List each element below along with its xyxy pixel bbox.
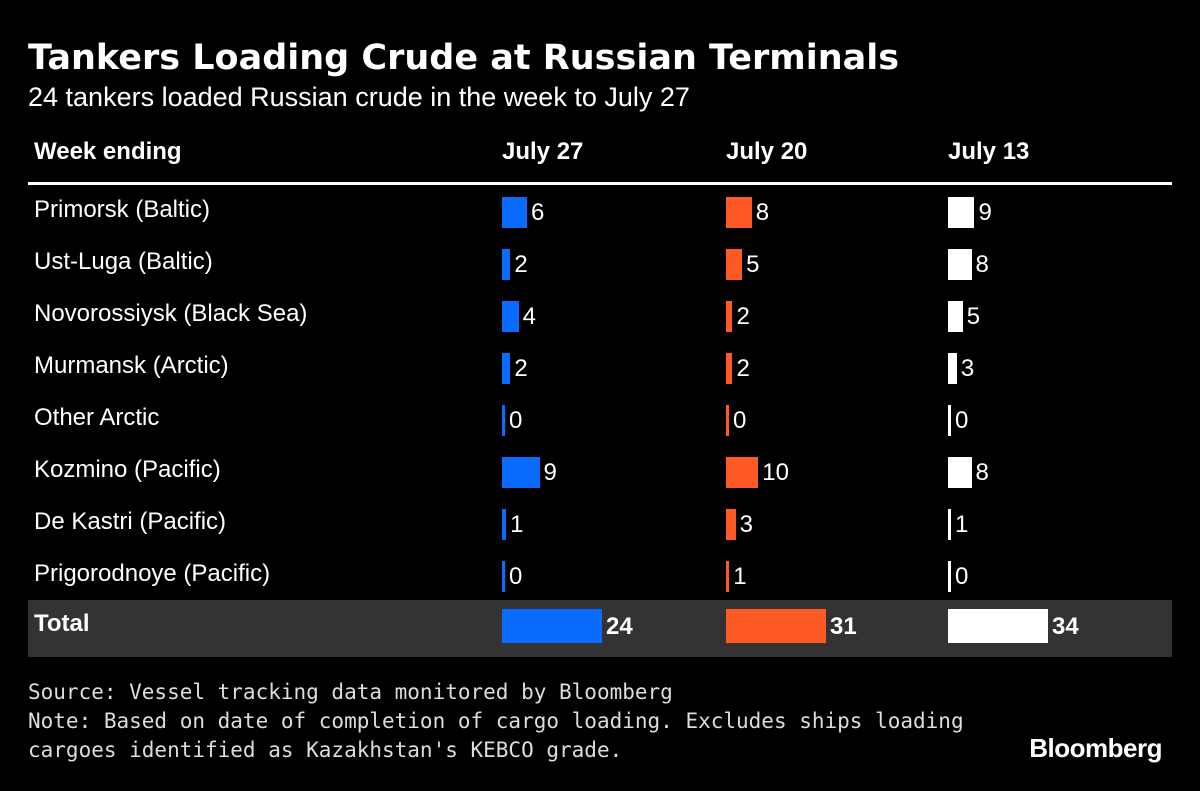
row-label: Murmansk (Arctic) [34,352,229,379]
bar [502,352,511,384]
column-header: July 20 [726,138,808,165]
value-label: 0 [509,407,523,434]
note: Note: Based on date of completion of car… [28,709,964,762]
row-label: De Kastri (Pacific) [34,508,227,535]
bar [948,609,1048,643]
value-label: 2 [514,355,528,382]
value-label: 10 [762,459,789,486]
bar [948,456,972,488]
bar [726,456,759,488]
value-label: 9 [978,199,992,226]
bar [948,560,951,592]
subtitle: 24 tankers loaded Russian crude in the w… [28,82,690,112]
value-label: 34 [1052,613,1079,640]
value-label: 1 [510,511,524,538]
row-label: Prigorodnoye (Pacific) [34,560,271,587]
bar [726,248,743,280]
row-label: Kozmino (Pacific) [34,456,221,483]
bar [502,404,505,436]
header-rule [28,182,1172,185]
brand: Bloomberg [1029,733,1162,763]
title: Tankers Loading Crude at Russian Termina… [28,38,900,78]
bar [502,300,519,332]
bar [948,248,972,280]
value-label: 9 [543,459,557,486]
bar [502,609,602,643]
bar [502,196,527,228]
value-label: 1 [955,511,969,538]
row-label: Ust-Luga (Baltic) [34,248,213,275]
value-label: 31 [830,613,857,640]
bar [502,508,507,540]
value-label: 4 [522,303,537,330]
row-label: Primorsk (Baltic) [34,196,211,223]
value-label: 2 [736,303,750,330]
bar [726,404,729,436]
bar [948,196,975,228]
value-label: 6 [531,199,545,226]
bar [726,508,736,540]
bar [948,404,951,436]
bar [948,508,951,540]
value-label: 5 [746,251,760,278]
bar [502,456,540,488]
value-label: 2 [736,355,750,382]
value-label: 8 [755,199,770,226]
column-header: Week ending [34,138,182,165]
value-label: 8 [975,251,989,278]
value-label: 24 [606,613,633,640]
row-label: Other Arctic [34,404,160,431]
bar [726,196,752,228]
bar [948,300,963,332]
value-label: 0 [509,563,523,590]
row-label: Novorossiysk (Black Sea) [34,300,308,327]
value-label: 1 [733,563,747,590]
source: Source: Vessel tracking data monitored b… [28,680,673,704]
value-label: 0 [955,407,969,434]
column-header: July 13 [948,138,1030,165]
value-label: 0 [955,563,969,590]
bar [726,300,733,332]
bar [726,560,730,592]
value-label: 3 [960,355,975,382]
value-label: 8 [975,459,989,486]
value-label: 5 [966,303,981,330]
bar [948,352,957,384]
bar [726,609,826,643]
bar [502,248,511,280]
value-label: 3 [739,511,754,538]
row-label: Total [34,610,90,637]
bar [726,352,733,384]
column-header: July 27 [502,138,584,165]
value-label: 0 [733,407,747,434]
bar [502,560,505,592]
value-label: 2 [514,251,528,278]
